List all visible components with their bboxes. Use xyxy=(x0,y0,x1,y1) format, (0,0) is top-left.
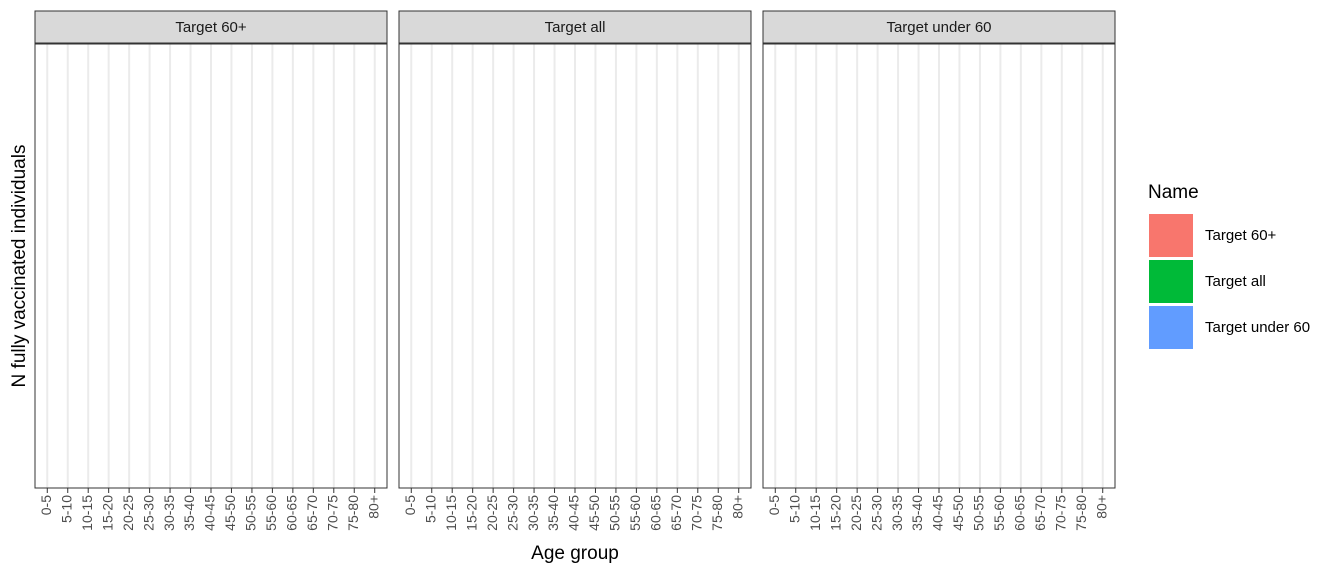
x-tick-label: 10-15 xyxy=(79,495,95,531)
panel-border xyxy=(398,43,752,489)
x-tick-label: 60-65 xyxy=(648,495,664,531)
x-tick-label: 30-35 xyxy=(525,495,541,531)
x-tick-label: 55-60 xyxy=(263,495,279,531)
x-tick-label: 80+ xyxy=(729,495,745,519)
x-tick-label: 50-55 xyxy=(607,495,623,531)
x-tick-label: 25-30 xyxy=(504,495,520,531)
x-tick-label: 25-30 xyxy=(868,495,884,531)
legend-title: Name xyxy=(1148,182,1199,203)
x-tick-label: 35-40 xyxy=(545,495,561,531)
strip xyxy=(34,10,388,44)
panel-border xyxy=(762,43,1116,489)
y-axis-label: N fully vaccinated individuals xyxy=(9,145,30,388)
strip-label: Target 60+ xyxy=(175,19,247,36)
x-tick-label: 35-40 xyxy=(181,495,197,531)
x-tick-label: 0-5 xyxy=(766,495,782,515)
x-tick-label: 45-50 xyxy=(222,495,238,531)
x-tick-label: 55-60 xyxy=(627,495,643,531)
x-tick-label: 15-20 xyxy=(827,495,843,531)
legend-key xyxy=(1149,306,1193,349)
legend-key xyxy=(1149,214,1193,257)
x-tick-label: 65-70 xyxy=(668,495,684,531)
x-tick-label: 75-80 xyxy=(709,495,725,531)
x-tick-label: 20-25 xyxy=(120,495,136,531)
x-tick-label: 20-25 xyxy=(848,495,864,531)
legend-label: Target all xyxy=(1205,273,1266,290)
x-tick-label: 75-80 xyxy=(345,495,361,531)
x-tick-label: 45-50 xyxy=(586,495,602,531)
x-tick-label: 5-10 xyxy=(58,495,74,523)
x-tick-label: 65-70 xyxy=(1032,495,1048,531)
strip-label: Target under 60 xyxy=(886,19,991,36)
x-tick-label: 70-75 xyxy=(688,495,704,531)
x-tick-label: 15-20 xyxy=(463,495,479,531)
x-tick-label: 40-45 xyxy=(930,495,946,531)
x-tick-label: 50-55 xyxy=(971,495,987,531)
x-tick-label: 40-45 xyxy=(202,495,218,531)
x-tick-label: 65-70 xyxy=(304,495,320,531)
x-axis-label: Age group xyxy=(531,543,619,564)
legend-label: Target under 60 xyxy=(1205,319,1310,336)
legend-label: Target 60+ xyxy=(1205,227,1277,244)
strip xyxy=(762,10,1116,44)
strip xyxy=(398,10,752,44)
x-tick-label: 50-55 xyxy=(243,495,259,531)
x-tick-label: 80+ xyxy=(365,495,381,519)
x-tick-label: 70-75 xyxy=(324,495,340,531)
x-tick-label: 15-20 xyxy=(99,495,115,531)
x-tick-label: 80+ xyxy=(1093,495,1109,519)
x-tick-label: 10-15 xyxy=(443,495,459,531)
x-tick-label: 45-50 xyxy=(950,495,966,531)
x-tick-label: 55-60 xyxy=(991,495,1007,531)
x-tick-label: 25-30 xyxy=(140,495,156,531)
x-tick-label: 30-35 xyxy=(161,495,177,531)
x-tick-label: 75-80 xyxy=(1073,495,1089,531)
x-tick-label: 60-65 xyxy=(1012,495,1028,531)
x-tick-label: 5-10 xyxy=(786,495,802,523)
x-tick-label: 40-45 xyxy=(566,495,582,531)
legend-key xyxy=(1149,260,1193,303)
strip-label: Target all xyxy=(545,19,606,36)
x-tick-label: 10-15 xyxy=(807,495,823,531)
x-tick-label: 0-5 xyxy=(38,495,54,515)
x-tick-label: 30-35 xyxy=(889,495,905,531)
x-tick-label: 0-5 xyxy=(402,495,418,515)
x-tick-label: 35-40 xyxy=(909,495,925,531)
x-tick-label: 20-25 xyxy=(484,495,500,531)
x-tick-label: 5-10 xyxy=(422,495,438,523)
x-tick-label: 70-75 xyxy=(1052,495,1068,531)
panel-border xyxy=(34,43,388,489)
x-tick-label: 60-65 xyxy=(284,495,300,531)
